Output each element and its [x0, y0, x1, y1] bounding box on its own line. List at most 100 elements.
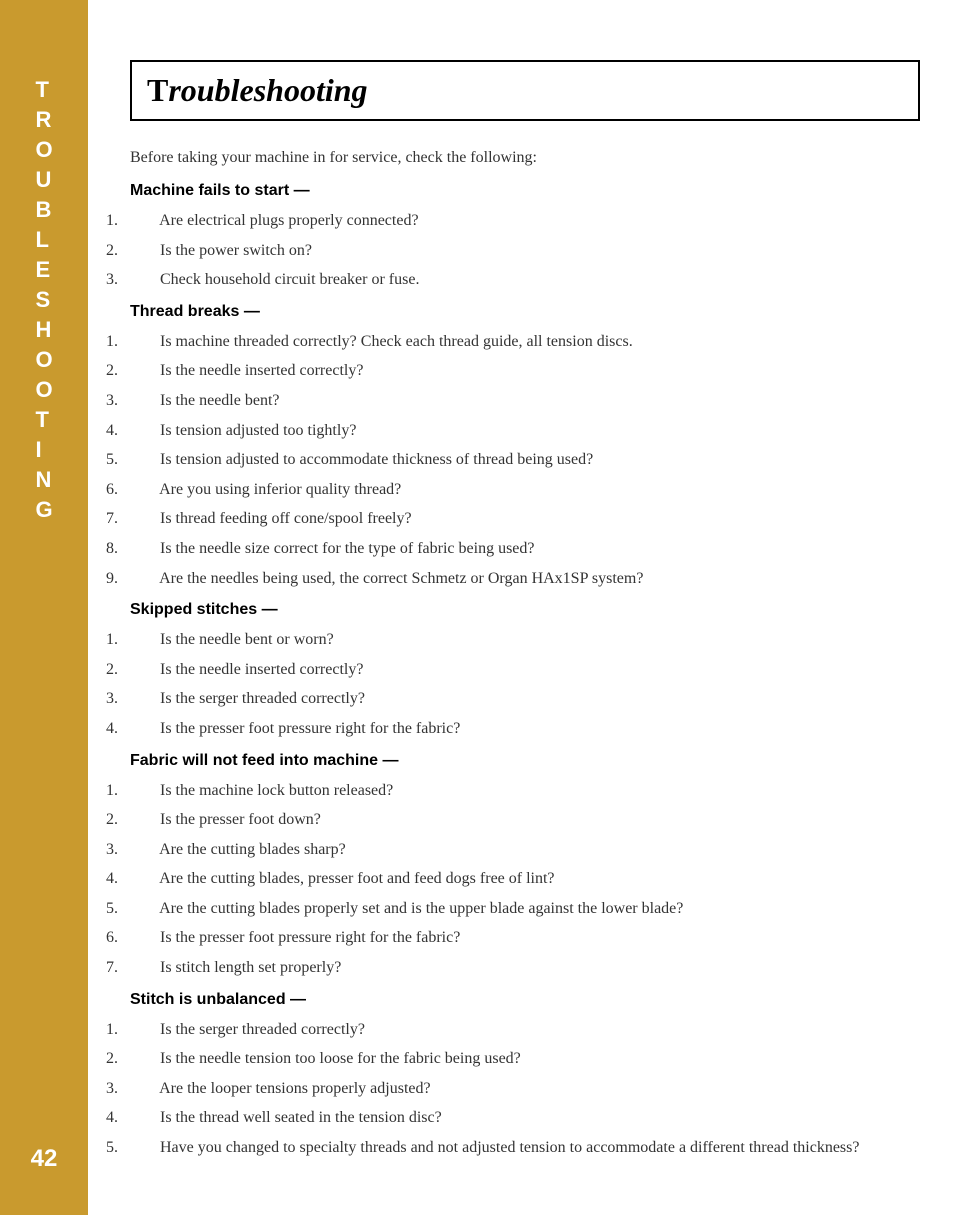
list-item: 2. Is the needle tension too loose for t…	[134, 1044, 920, 1074]
item-text: Is the presser foot pressure right for t…	[156, 720, 460, 737]
section-heading: Fabric will not feed into machine —	[130, 752, 920, 770]
list-item: 3. Is the serger threaded correctly?	[134, 684, 920, 714]
item-text: Are the cutting blades, presser foot and…	[156, 870, 555, 887]
item-number: 6.	[134, 475, 156, 505]
sidebar-letter: G	[35, 495, 52, 525]
section-heading: Skipped stitches —	[130, 601, 920, 619]
list-item: 2. Is the presser foot down?	[134, 805, 920, 835]
item-text: Is stitch length set properly?	[156, 959, 341, 976]
sections-container: Machine fails to start — 1. Are electrica…	[130, 182, 920, 1163]
item-text: Check household circuit breaker or fuse.	[156, 271, 419, 288]
item-text: Is the presser foot pressure right for t…	[156, 929, 460, 946]
list-item: 4. Are the cutting blades, presser foot …	[134, 864, 920, 894]
item-text: Are the needles being used, the correct …	[156, 570, 643, 587]
item-number: 1.	[134, 206, 156, 236]
list-item: 1. Are electrical plugs properly connect…	[134, 206, 920, 236]
item-text: Is machine threaded correctly? Check eac…	[156, 333, 633, 350]
item-number: 2.	[134, 805, 156, 835]
title-rest: roubleshooting	[168, 72, 367, 108]
list-item: 5. Is tension adjusted to accommodate th…	[134, 445, 920, 475]
item-number: 4.	[134, 864, 156, 894]
item-text: Is the serger threaded correctly?	[156, 690, 365, 707]
item-number: 2.	[134, 655, 156, 685]
list-item: 1. Is machine threaded correctly? Check …	[134, 327, 920, 357]
item-number: 8.	[134, 534, 156, 564]
item-text: Is the power switch on?	[156, 242, 312, 259]
item-number: 2.	[134, 1044, 156, 1074]
sidebar-letter: N	[35, 465, 52, 495]
list-item: 1. Is the serger threaded correctly?	[134, 1015, 920, 1045]
item-number: 7.	[134, 504, 156, 534]
item-list: 1. Is the machine lock button released?2…	[130, 776, 920, 983]
list-item: 7. Is stitch length set properly?	[134, 953, 920, 983]
list-item: 6. Is the presser foot pressure right fo…	[134, 923, 920, 953]
item-number: 1.	[134, 776, 156, 806]
item-number: 6.	[134, 923, 156, 953]
item-text: Is the needle bent?	[156, 392, 280, 409]
item-number: 1.	[134, 625, 156, 655]
item-text: Is the needle size correct for the type …	[156, 540, 535, 557]
list-item: 4. Is the thread well seated in the tens…	[134, 1103, 920, 1133]
item-number: 4.	[134, 416, 156, 446]
sidebar-letter: L	[35, 225, 52, 255]
item-number: 3.	[134, 835, 156, 865]
item-number: 2.	[134, 356, 156, 386]
list-item: 5. Are the cutting blades properly set a…	[134, 894, 920, 924]
title-first-char: T	[147, 72, 168, 108]
intro-text: Before taking your machine in for servic…	[130, 146, 920, 170]
title-box: Troubleshooting	[130, 60, 920, 121]
item-number: 5.	[134, 445, 156, 475]
sidebar-letter: O	[35, 345, 52, 375]
item-text: Is tension adjusted too tightly?	[156, 422, 356, 439]
item-number: 3.	[134, 1074, 156, 1104]
list-item: 6. Are you using inferior quality thread…	[134, 475, 920, 505]
item-number: 4.	[134, 714, 156, 744]
item-number: 5.	[134, 894, 156, 924]
sidebar-letter: B	[35, 195, 52, 225]
sidebar-letter: R	[35, 105, 52, 135]
item-text: Is the needle tension too loose for the …	[156, 1050, 521, 1067]
item-number: 3.	[134, 684, 156, 714]
item-text: Is the serger threaded correctly?	[156, 1021, 365, 1038]
item-text: Are electrical plugs properly connected?	[156, 212, 419, 229]
item-text: Is the needle bent or worn?	[156, 631, 334, 648]
list-item: 2. Is the needle inserted correctly?	[134, 356, 920, 386]
item-number: 1.	[134, 1015, 156, 1045]
list-item: 2. Is the power switch on?	[134, 236, 920, 266]
list-item: 2. Is the needle inserted correctly?	[134, 655, 920, 685]
list-item: 8. Is the needle size correct for the ty…	[134, 534, 920, 564]
sidebar-letter: T	[35, 75, 52, 105]
sidebar: TROUBLESHOOTING 42	[0, 0, 88, 1215]
section-heading: Machine fails to start —	[130, 182, 920, 200]
section-heading: Stitch is unbalanced —	[130, 991, 920, 1009]
list-item: 1. Is the needle bent or worn?	[134, 625, 920, 655]
item-text: Is the machine lock button released?	[156, 782, 393, 799]
list-item: 3. Check household circuit breaker or fu…	[134, 265, 920, 295]
list-item: 3. Is the needle bent?	[134, 386, 920, 416]
sidebar-letter: S	[35, 285, 52, 315]
item-number: 7.	[134, 953, 156, 983]
item-text: Is thread feeding off cone/spool freely?	[156, 510, 412, 527]
item-text: Is the thread well seated in the tension…	[156, 1109, 442, 1126]
sidebar-letters-container: TROUBLESHOOTING	[35, 75, 52, 525]
sidebar-letter: U	[35, 165, 52, 195]
main-content: Troubleshooting Before taking your machi…	[130, 60, 920, 1163]
item-text: Have you changed to specialty threads an…	[156, 1139, 859, 1156]
item-text: Are you using inferior quality thread?	[156, 481, 401, 498]
item-number: 4.	[134, 1103, 156, 1133]
item-list: 1. Is the needle bent or worn?2. Is the …	[130, 625, 920, 743]
page-title: Troubleshooting	[147, 72, 903, 109]
item-number: 1.	[134, 327, 156, 357]
list-item: 1. Is the machine lock button released?	[134, 776, 920, 806]
item-list: 1. Is the serger threaded correctly?2. I…	[130, 1015, 920, 1163]
page-number: 42	[0, 1145, 88, 1173]
list-item: 5. Have you changed to specialty threads…	[134, 1133, 920, 1163]
sidebar-letter: H	[35, 315, 52, 345]
sidebar-letter: I	[35, 435, 52, 465]
item-list: 1. Are electrical plugs properly connect…	[130, 206, 920, 295]
item-text: Is the needle inserted correctly?	[156, 661, 363, 678]
item-number: 3.	[134, 386, 156, 416]
list-item: 7. Is thread feeding off cone/spool free…	[134, 504, 920, 534]
sidebar-letter: E	[35, 255, 52, 285]
list-item: 9. Are the needles being used, the corre…	[134, 564, 920, 594]
